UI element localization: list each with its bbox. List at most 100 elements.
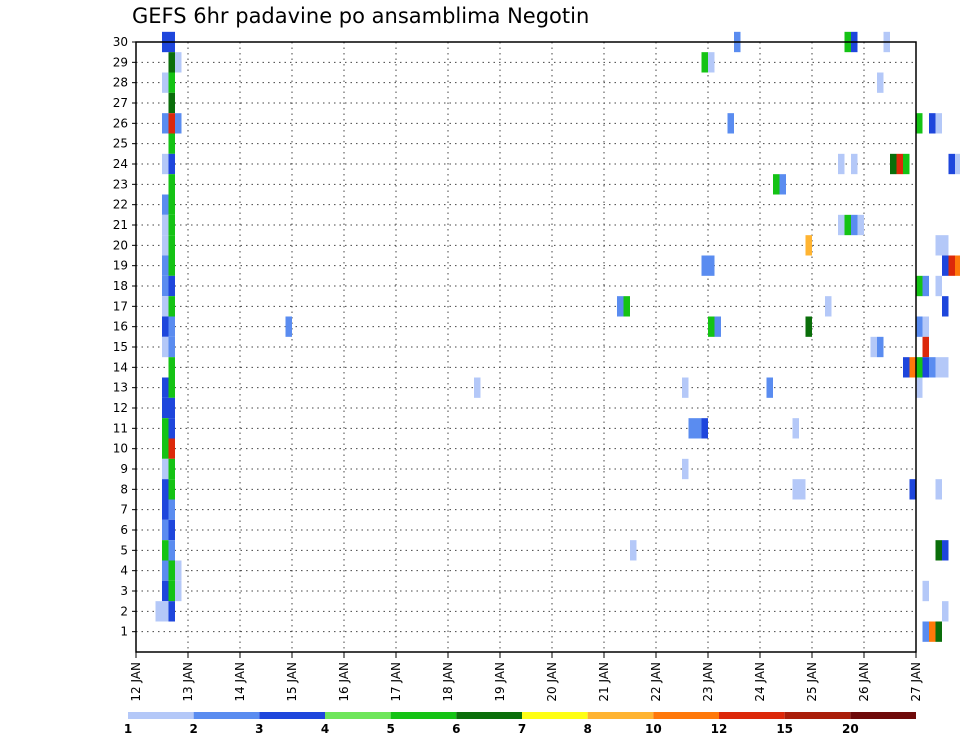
heatmap-cell <box>168 133 175 154</box>
heatmap-cell <box>175 52 182 73</box>
color-legend: 1 2 3 4 5 6 7 8 10 12 15 20 <box>124 712 916 736</box>
heatmap-cell <box>851 153 858 175</box>
y-tick-label: 25 <box>113 137 128 151</box>
x-tick-label: 25 JAN <box>805 662 819 702</box>
heatmap-cell <box>162 418 169 439</box>
heatmap-cell <box>922 316 929 337</box>
heatmap-cell <box>727 113 734 134</box>
legend-swatch <box>259 712 325 719</box>
heatmap-cell <box>935 235 942 256</box>
heatmap-cell <box>825 296 832 317</box>
x-tick-label: 26 JAN <box>857 662 871 702</box>
heatmap-cell <box>623 296 630 317</box>
y-tick-label: 21 <box>113 218 128 232</box>
heatmap-cell <box>162 499 169 520</box>
grid-lines <box>136 41 916 652</box>
heatmap-cell <box>162 397 169 419</box>
y-tick-label: 7 <box>120 503 128 517</box>
heatmap-cell <box>948 255 955 276</box>
heatmap-cell <box>162 316 169 337</box>
heatmap-cell <box>162 214 169 236</box>
legend-swatch <box>719 712 785 719</box>
x-tick-label: 20 JAN <box>545 662 559 702</box>
x-tick-label: 22 JAN <box>649 662 663 702</box>
heatmap-cell <box>805 235 812 256</box>
y-tick-label: 22 <box>113 198 128 212</box>
heatmap-cell <box>162 194 169 215</box>
legend-label: 7 <box>518 722 526 736</box>
heatmap-cell <box>175 580 182 602</box>
heatmap-cell <box>766 377 773 398</box>
heatmap-cell <box>168 72 175 93</box>
y-tick-label: 6 <box>120 523 128 537</box>
heatmap-cell <box>168 357 175 378</box>
heatmap-cell <box>168 499 175 520</box>
legend-swatch <box>390 712 457 719</box>
heatmap-cell <box>162 153 169 175</box>
heatmap-cell <box>838 214 845 236</box>
heatmap-cell <box>935 540 942 561</box>
heatmap-cell <box>838 153 845 175</box>
heatmap-cell <box>909 357 916 378</box>
heatmap-cell <box>792 479 799 500</box>
heatmap-cell <box>695 418 702 439</box>
heatmap-cell <box>877 336 884 358</box>
heatmap-cell <box>168 377 175 398</box>
x-tick-label: 15 JAN <box>285 662 299 702</box>
heatmap-cell <box>792 418 799 439</box>
heatmap-cell <box>890 153 897 175</box>
heatmap-cell <box>916 316 923 337</box>
heatmap-cell <box>799 479 806 500</box>
heatmap-cell <box>935 113 942 134</box>
legend-label: 2 <box>189 722 197 736</box>
heatmap-cell <box>922 580 929 602</box>
y-tick-label: 9 <box>120 462 128 476</box>
legend-label: 12 <box>711 722 728 736</box>
heatmap-cell <box>162 560 169 581</box>
legend-swatch <box>128 712 194 719</box>
heatmap-cell <box>929 113 936 134</box>
heatmap-cell <box>929 357 936 378</box>
y-tick-label: 27 <box>113 96 128 110</box>
heatmap-cell <box>630 540 637 561</box>
y-tick-label: 30 <box>113 35 128 49</box>
heatmap-cell <box>688 418 695 439</box>
heatmap-cell <box>903 153 910 175</box>
heatmap-cell <box>948 153 955 175</box>
legend-label: 3 <box>255 722 263 736</box>
x-axis: 12 JAN 13 JAN 14 JAN 15 JAN 16 JAN 17 JAN 18 J… <box>129 652 923 702</box>
heatmap-cell <box>929 621 936 642</box>
heatmap-cell <box>162 540 169 561</box>
heatmap-cell <box>682 377 689 398</box>
heatmap-cell <box>844 214 851 236</box>
y-tick-label: 3 <box>120 584 128 598</box>
heatmap-cell <box>942 235 949 256</box>
heatmap-cell <box>168 296 175 317</box>
y-tick-label: 12 <box>113 401 128 415</box>
x-tick-label: 27 JAN <box>909 662 923 702</box>
heatmap-cell <box>701 418 708 439</box>
heatmap-cell <box>942 601 949 622</box>
heatmap-cell <box>168 479 175 500</box>
legend-swatch <box>325 712 391 719</box>
x-tick-label: 24 JAN <box>753 662 767 702</box>
heatmap-cell <box>175 560 182 581</box>
heatmap-cell <box>896 153 903 175</box>
legend-swatch <box>784 712 851 719</box>
heatmap-cell <box>162 72 169 93</box>
heatmap-cell <box>916 113 923 134</box>
heatmap-cell <box>779 174 786 195</box>
legend-swatch <box>850 712 916 719</box>
heatmap-cell <box>162 601 169 622</box>
heatmap-cell <box>708 316 715 337</box>
heatmap-cell <box>168 113 175 134</box>
heatmap-cell <box>168 458 175 480</box>
heatmap-cell <box>168 438 175 459</box>
heatmap-cell <box>168 397 175 419</box>
y-tick-label: 5 <box>120 543 128 557</box>
heatmap-cell <box>162 336 169 358</box>
legend-label: 10 <box>645 722 662 736</box>
heatmap-cell <box>916 377 923 398</box>
heatmap-cell <box>851 214 858 236</box>
heatmap-cell <box>162 113 169 134</box>
